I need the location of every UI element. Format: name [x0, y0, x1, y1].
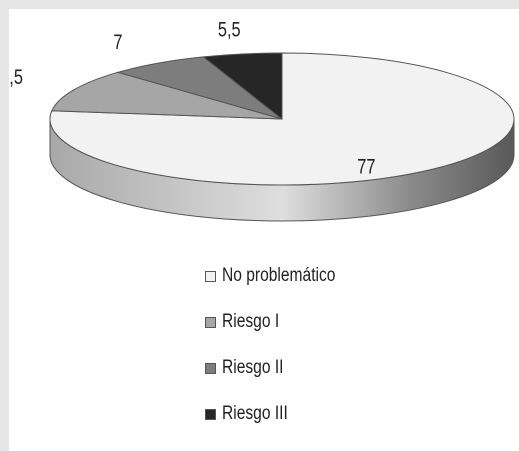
legend-swatch-riesgo-i: [205, 317, 216, 328]
data-label: 7: [113, 30, 122, 53]
legend-swatch-riesgo-iii: [205, 409, 216, 420]
legend-item-riesgo-ii: Riesgo II: [205, 356, 297, 380]
data-label: 10,5: [9, 65, 23, 88]
legend-item-no-problematico: No problemático: [205, 264, 360, 288]
data-label: 5,5: [218, 18, 241, 41]
pie-chart: 77 10,5 7 5,5: [9, 9, 519, 259]
chart-frame: 77 10,5 7 5,5 No problemático Riesgo I Ries…: [9, 9, 519, 451]
legend-label: Riesgo III: [222, 403, 288, 425]
legend-swatch-riesgo-ii: [205, 363, 216, 374]
legend-label: Riesgo II: [222, 357, 283, 379]
legend-swatch-no-problematico: [205, 271, 216, 282]
legend-label: No problemático: [222, 265, 335, 287]
legend-item-riesgo-i: Riesgo I: [205, 310, 292, 334]
legend-item-riesgo-iii: Riesgo III: [205, 402, 302, 426]
data-label: 77: [357, 155, 375, 178]
legend-label: Riesgo I: [222, 311, 279, 333]
